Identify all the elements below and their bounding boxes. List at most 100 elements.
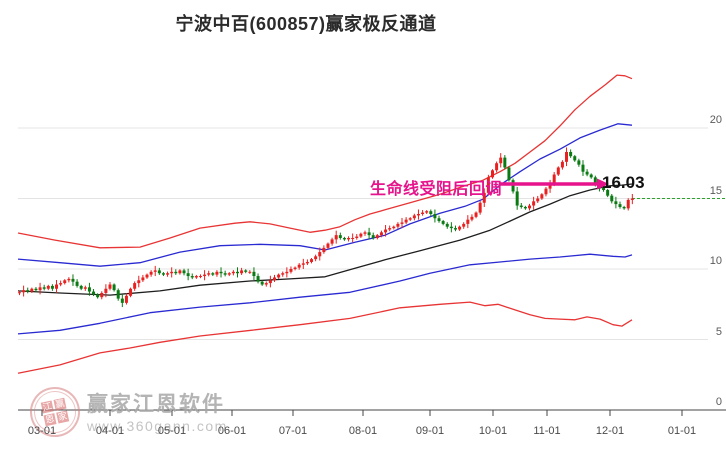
candle-body (396, 223, 400, 227)
candle-body (437, 218, 441, 222)
candle-body (166, 273, 170, 275)
candle-body (326, 243, 330, 248)
candle-body (515, 191, 519, 206)
candle-body (573, 156, 577, 161)
x-axis-label: 04-01 (95, 425, 125, 437)
candle-body (495, 163, 499, 171)
candle-body (630, 198, 634, 200)
candle-body (219, 271, 223, 274)
candle-body (540, 194, 544, 199)
candle-body (153, 270, 157, 272)
candle-body (379, 232, 383, 236)
candle-body (528, 205, 532, 209)
candle-body (273, 277, 277, 281)
candle-body (46, 285, 50, 289)
candle-body (532, 201, 536, 206)
y-axis-label: 10 (709, 255, 722, 267)
candle-body (190, 276, 194, 278)
candle-body (466, 219, 470, 224)
candle-body (174, 271, 178, 274)
candle-body (404, 219, 408, 223)
logo-char: 江 (40, 400, 54, 414)
y-axis-label: 20 (709, 114, 722, 126)
candle-body (34, 288, 38, 291)
candle-body (26, 290, 30, 292)
x-axis-label: 07-01 (278, 425, 308, 437)
candle-body (486, 177, 490, 193)
candle-body (453, 228, 457, 230)
lower-blue-channel-line (17, 253, 633, 335)
watermark-brand-text: 赢家江恩软件 (87, 393, 225, 416)
candle-body (289, 269, 293, 272)
candle-body (18, 292, 21, 294)
candle-body (606, 190, 610, 196)
candle-body (55, 284, 59, 289)
candle-body (186, 273, 190, 277)
upper-blue-channel-line (17, 123, 633, 267)
x-axis-label: 08-01 (348, 425, 378, 437)
annotation-price-value: 16.03 (602, 173, 645, 192)
candle-body (429, 211, 433, 215)
candle-body (482, 192, 486, 203)
candle-body (318, 252, 322, 257)
candle-body (347, 237, 351, 240)
candle-body (281, 273, 285, 275)
candle-body (22, 290, 26, 293)
y-axis-label: 5 (715, 325, 722, 338)
candle-body (474, 212, 478, 217)
candle-body (503, 157, 507, 168)
upper-red-channel-line (17, 74, 633, 249)
candle-body (215, 271, 219, 275)
candle-body (400, 222, 404, 224)
candle-body (507, 167, 511, 181)
candle-body (30, 288, 34, 292)
candle-body (240, 270, 244, 274)
watermark-url-text: www.360gann.com (87, 418, 228, 434)
candle-body (585, 171, 589, 175)
candle-body (305, 261, 309, 264)
candle-body (499, 157, 503, 164)
x-axis-label: 12-01 (595, 425, 625, 437)
x-axis-label: 10-01 (478, 425, 508, 437)
candle-body (334, 235, 338, 240)
candle-body (412, 215, 416, 219)
candle-body (523, 206, 527, 209)
candle-body (342, 237, 346, 240)
candle-body (602, 187, 606, 191)
candle-body (462, 223, 466, 227)
logo-char: 家 (56, 410, 70, 424)
candle-body (355, 236, 359, 238)
candle-body (445, 223, 449, 227)
candle-body (75, 281, 79, 286)
candle-body (203, 274, 207, 277)
candle-body (330, 239, 334, 244)
x-axis-label: 09-01 (415, 425, 445, 437)
candle-body (178, 270, 182, 274)
candle-body (371, 235, 375, 238)
candle-body (285, 271, 289, 274)
candle-body (388, 228, 392, 230)
candle-body (63, 280, 67, 284)
annotation-arrow-head (597, 178, 609, 190)
candle-body (268, 280, 272, 284)
candle-body (83, 287, 87, 289)
candle-body (182, 270, 186, 274)
candle-body (133, 283, 137, 289)
candle-body (297, 264, 301, 268)
candle-body (416, 214, 420, 216)
lower-red-channel-line (17, 301, 633, 374)
candle-body (87, 287, 91, 292)
candle-body (560, 161, 564, 168)
candle-body (260, 281, 264, 285)
logo-character-grid: 江 赢 恩 家 (40, 397, 70, 427)
candle-body (449, 226, 453, 229)
candle-body (71, 278, 75, 282)
candle-body (59, 283, 63, 285)
candle-body (38, 287, 42, 291)
x-axis-label: 01-01 (667, 425, 697, 437)
candle-body (108, 284, 112, 289)
candle-body (565, 151, 569, 162)
candle-body (207, 273, 211, 275)
candle-body (104, 288, 108, 293)
